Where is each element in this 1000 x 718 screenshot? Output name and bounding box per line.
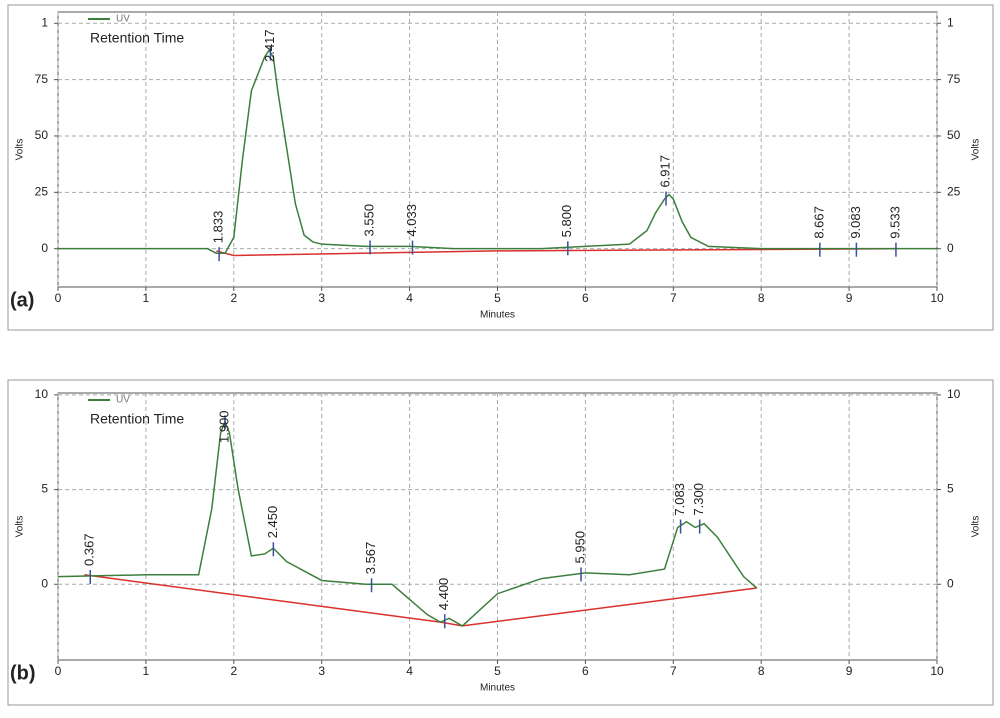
x-tick-label: 0 xyxy=(55,664,62,678)
x-tick-label: 3 xyxy=(318,664,325,678)
legend-label: UV xyxy=(116,395,130,406)
x-tick-label: 3 xyxy=(318,291,325,305)
integration-baseline xyxy=(216,247,898,257)
peak-label: 4.400 xyxy=(436,578,451,611)
peak-label: 5.950 xyxy=(572,531,587,564)
x-tick-label: 7 xyxy=(670,291,677,305)
x-tick-label: 0 xyxy=(55,291,62,305)
x-tick-label: 2 xyxy=(230,664,237,678)
peak-label: 3.550 xyxy=(361,204,376,237)
panel-frame xyxy=(7,379,994,706)
peak-label: 7.083 xyxy=(672,483,687,516)
peak-label: 9.083 xyxy=(848,206,863,239)
y-tick-label: 10 xyxy=(35,387,49,401)
y2-tick-label: 10 xyxy=(947,387,961,401)
y-axis-label: Volts xyxy=(15,516,26,538)
x-tick-label: 5 xyxy=(494,664,501,678)
y2-tick-label: 5 xyxy=(947,482,954,496)
x-tick-label: 9 xyxy=(846,664,853,678)
peak-label: 2.417 xyxy=(262,29,277,62)
trace xyxy=(58,48,937,254)
y2-tick-label: 75 xyxy=(947,72,961,86)
y-tick-label: 0 xyxy=(41,241,48,255)
annotation: Retention Time xyxy=(90,30,184,46)
x-tick-label: 6 xyxy=(582,291,589,305)
y-tick-label: 5 xyxy=(41,482,48,496)
peak-label: 0.367 xyxy=(82,533,97,566)
x-tick-label: 10 xyxy=(930,291,944,305)
y2-axis-label: Volts xyxy=(971,139,982,161)
peak-label: 1.900 xyxy=(216,410,231,443)
x-tick-label: 7 xyxy=(670,664,677,678)
x-tick-label: 10 xyxy=(930,664,944,678)
x-tick-label: 9 xyxy=(846,291,853,305)
x-tick-label: 8 xyxy=(758,291,765,305)
y2-tick-label: 50 xyxy=(947,128,961,142)
x-axis-label: Minutes xyxy=(480,310,515,321)
x-tick-label: 8 xyxy=(758,664,765,678)
x-tick-label: 5 xyxy=(494,291,501,305)
y-tick-label: 50 xyxy=(35,128,49,142)
trace xyxy=(57,419,758,627)
y-tick-label: 0 xyxy=(41,576,48,590)
x-axis-label: Minutes xyxy=(480,683,515,694)
peak-label: 7.300 xyxy=(691,483,706,516)
x-tick-label: 1 xyxy=(143,291,150,305)
panel-frame xyxy=(7,4,994,331)
y2-tick-label: 0 xyxy=(947,576,954,590)
y2-tick-label: 1 xyxy=(947,15,954,29)
peak-label: 2.450 xyxy=(265,506,280,539)
legend-label: UV xyxy=(116,14,130,25)
y-tick-label: 75 xyxy=(35,72,49,86)
integration-baseline xyxy=(84,574,757,627)
y2-axis-label: Volts xyxy=(971,516,982,538)
peak-label: 1.833 xyxy=(211,211,226,244)
x-tick-label: 4 xyxy=(406,291,413,305)
x-tick-label: 6 xyxy=(582,664,589,678)
panel-label: (a) xyxy=(10,289,34,311)
x-tick-label: 1 xyxy=(143,664,150,678)
peak-label: 8.667 xyxy=(811,206,826,239)
peak-label: 3.567 xyxy=(363,542,378,575)
y-tick-label: 25 xyxy=(35,184,49,198)
peak-label: 5.800 xyxy=(559,205,574,238)
peak-label: 4.033 xyxy=(404,204,419,237)
y-tick-label: 1 xyxy=(41,15,48,29)
y2-tick-label: 25 xyxy=(947,184,961,198)
peak-label: 9.533 xyxy=(887,206,902,239)
x-tick-label: 4 xyxy=(406,664,413,678)
x-tick-label: 2 xyxy=(230,291,237,305)
y-axis-label: Volts xyxy=(15,139,26,161)
peak-label: 6.917 xyxy=(657,155,672,188)
annotation: Retention Time xyxy=(90,411,184,427)
y2-tick-label: 0 xyxy=(947,241,954,255)
panel-label: (b) xyxy=(10,662,36,684)
